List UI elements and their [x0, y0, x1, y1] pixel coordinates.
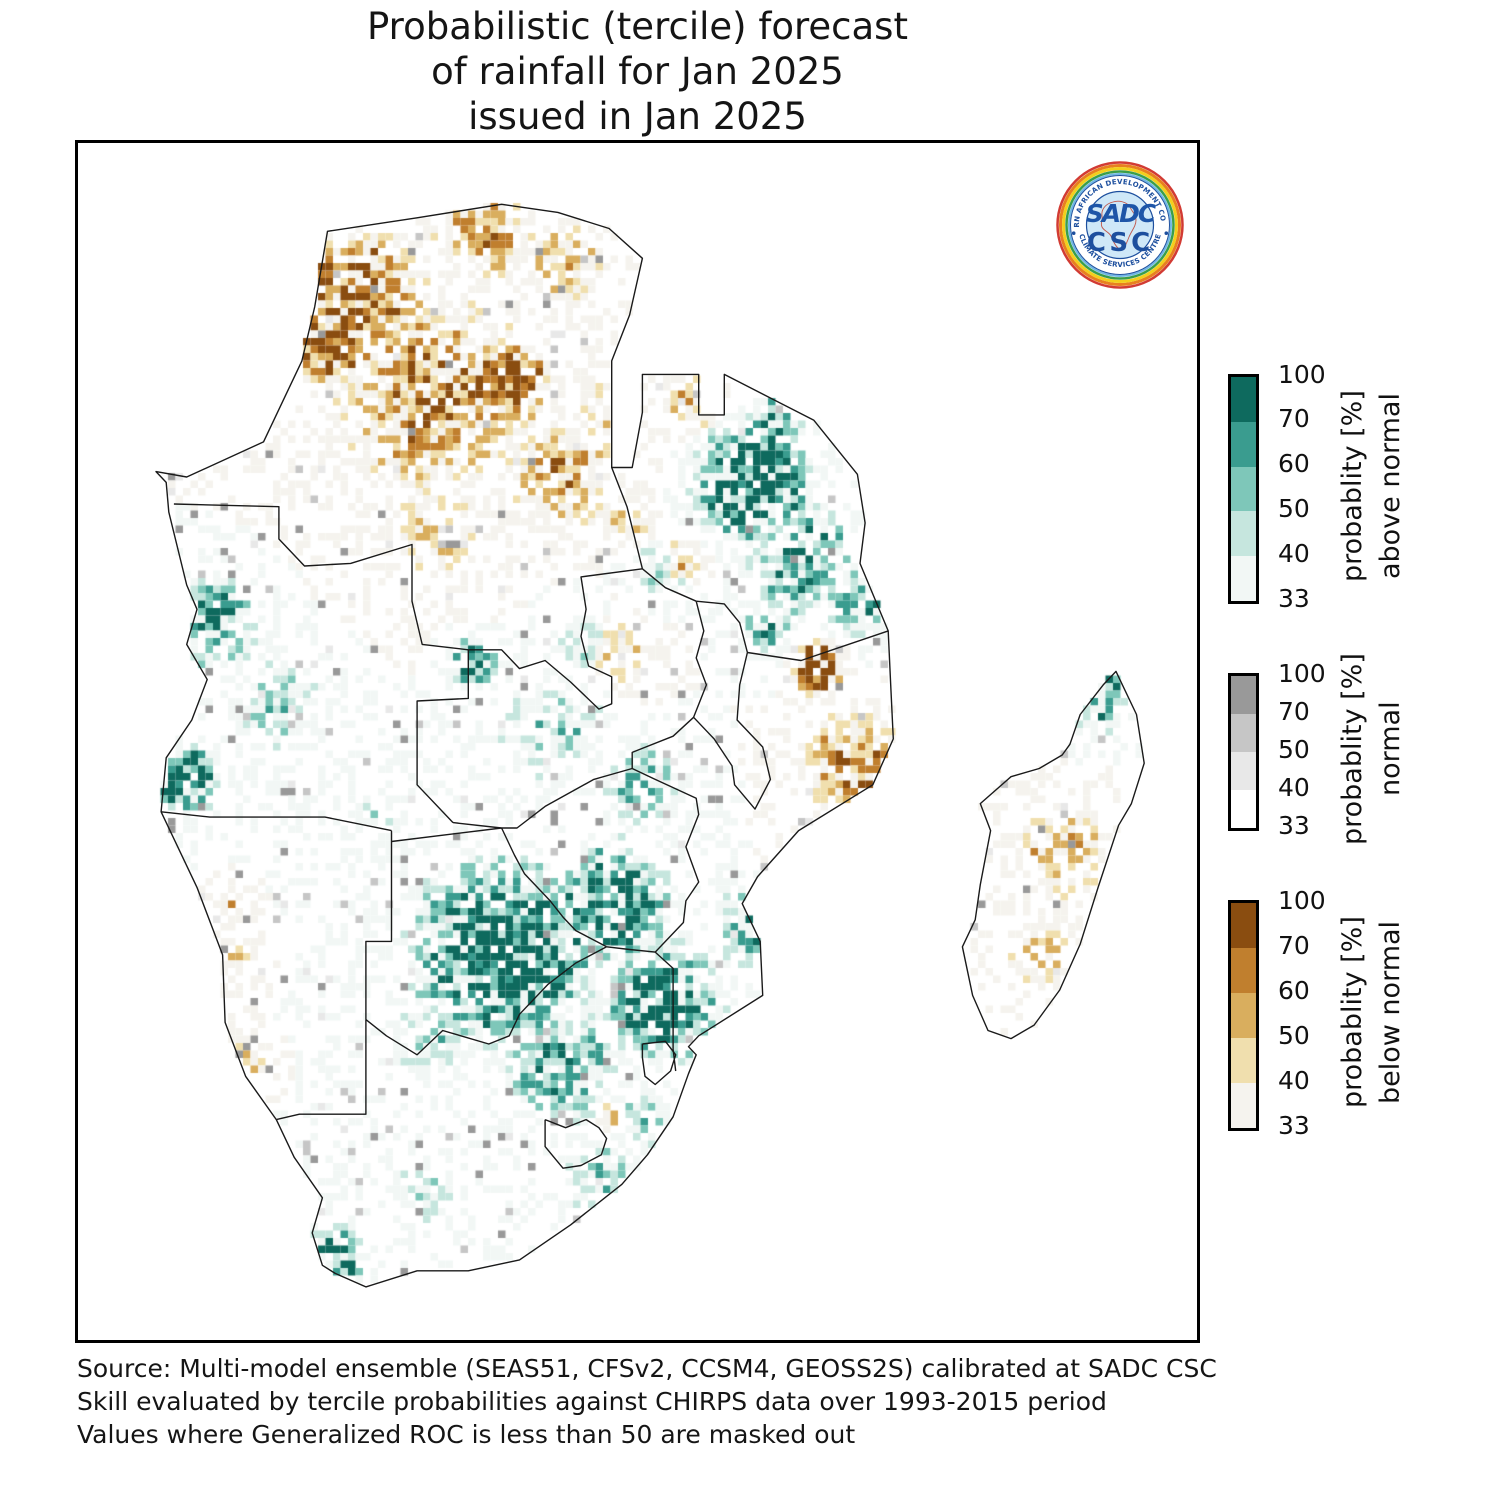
coastline-mainland — [155, 203, 894, 1288]
logo-ring-yellow — [1062, 167, 1178, 283]
title-line-2: of rainfall for Jan 2025 — [431, 50, 844, 93]
border-zimbabwe-mozambique — [631, 767, 700, 953]
border-eswatini — [641, 1040, 677, 1086]
colorbar-segment — [1231, 377, 1256, 422]
border-drc-zambia — [468, 568, 643, 710]
border-lesotho — [544, 1118, 608, 1169]
logo-dot-left — [1071, 231, 1076, 235]
border-zimbabwe-botswana — [500, 827, 607, 948]
border-botswana-southafrica — [365, 946, 607, 1056]
logo-monogram: SADC — [1086, 199, 1157, 228]
legend-tick-label: 70 — [1278, 930, 1310, 960]
colorbar-segment — [1231, 714, 1256, 752]
legend-tick-label: 40 — [1278, 1065, 1310, 1095]
colorbar-segment — [1231, 676, 1256, 714]
legend-tick-label: 70 — [1278, 696, 1310, 726]
forecast-pixel-grid — [78, 143, 1198, 1341]
country-borders-overlay — [155, 203, 1145, 1288]
border-zambia-namibia — [452, 821, 502, 829]
sadc-csc-logo: SOUTHERN AFRICAN DEVELOPMENT COMMUNITY C… — [1055, 160, 1184, 289]
colorbar-segment — [1231, 790, 1256, 828]
logo-ring-orange — [1059, 164, 1181, 286]
legend-tick-label: 100 — [1278, 885, 1326, 915]
border-tanzania-mozambique — [747, 630, 889, 662]
logo-acronym: CSC — [1087, 228, 1153, 258]
border-namibia-southafrica — [276, 1019, 367, 1121]
colorbar-below-normal — [1228, 900, 1259, 1131]
border-southafrica-zimbabwe — [606, 946, 656, 953]
legend-tick-label: 100 — [1278, 359, 1326, 389]
colorbar-segment — [1231, 1038, 1256, 1083]
source-note: Source: Multi-model ensemble (SEAS51, CF… — [77, 1352, 1217, 1451]
source-line-1: Source: Multi-model ensemble (SEAS51, CF… — [77, 1354, 1217, 1383]
border-zambia-mozambique — [631, 716, 695, 769]
legend-tick-label: 40 — [1278, 772, 1310, 802]
colorbar-segment — [1231, 948, 1256, 993]
colorbar-segment — [1231, 752, 1256, 790]
legend-tick-label: 33 — [1278, 810, 1310, 840]
colorbar-segment — [1231, 466, 1256, 512]
coastline-madagascar — [961, 670, 1145, 1040]
colorbar-segment — [1231, 421, 1256, 467]
border-southafrica-mozambique — [654, 951, 677, 1072]
legend-tick-label: 33 — [1278, 583, 1310, 613]
title-line-3: issued in Jan 2025 — [468, 95, 807, 138]
colorbar-segment — [1231, 903, 1256, 948]
colorbar-above-normal — [1228, 374, 1259, 604]
legend-tick-label: 50 — [1278, 493, 1310, 523]
logo-africa-outline — [1100, 200, 1137, 251]
colorbar-segment — [1231, 556, 1256, 601]
source-line-2: Skill evaluated by tercile probabilities… — [77, 1387, 1107, 1416]
legend-label-below-normal: probablity [%] below normal — [1334, 762, 1410, 1262]
colorbar-segment — [1231, 511, 1256, 557]
figure-title: Probabilistic (tercile) forecast of rain… — [75, 4, 1200, 139]
legend-tick-label: 40 — [1278, 538, 1310, 568]
border-zambia-tanzania — [641, 568, 697, 602]
border-malawi — [692, 600, 772, 810]
border-angola-namibia — [161, 811, 392, 832]
border-zambia-zimbabwe — [501, 767, 633, 829]
title-line-1: Probabilistic (tercile) forecast — [367, 5, 908, 48]
border-namibia-botswana — [365, 830, 393, 1020]
logo-dot-right — [1164, 231, 1169, 235]
colorbar-segment — [1231, 1083, 1256, 1128]
legend-label-line: probablity [%] — [1337, 916, 1368, 1108]
legend-tick-label: 33 — [1278, 1110, 1310, 1140]
map-frame — [75, 140, 1200, 1343]
colorbar-normal — [1228, 673, 1259, 831]
legend-label-line: below normal — [1375, 920, 1406, 1104]
border-angola-drc — [173, 503, 469, 651]
legend-tick-label: 100 — [1278, 658, 1326, 688]
logo-ring-green — [1065, 170, 1175, 280]
legend-tick-label: 70 — [1278, 404, 1310, 434]
legend-tick-label: 60 — [1278, 975, 1310, 1005]
colorbar-segment — [1231, 993, 1256, 1038]
border-caprivi-botswana — [391, 827, 502, 843]
logo-ring-lightblue — [1068, 173, 1172, 277]
legend-tick-label: 50 — [1278, 734, 1310, 764]
source-line-3: Values where Generalized ROC is less tha… — [77, 1420, 856, 1449]
legend-tick-label: 50 — [1278, 1020, 1310, 1050]
legend-tick-label: 60 — [1278, 449, 1310, 479]
border-drc-tanzania — [611, 467, 644, 569]
border-angola-zambia — [416, 649, 469, 824]
logo-ring-red — [1056, 161, 1184, 289]
